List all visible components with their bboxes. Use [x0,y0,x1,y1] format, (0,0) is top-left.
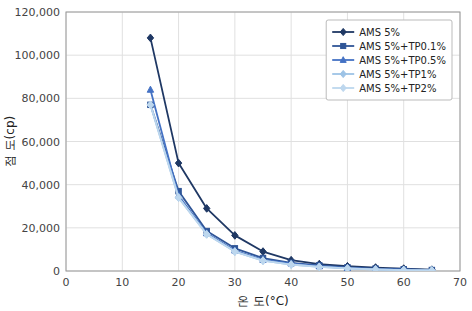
data-point [344,265,350,271]
y-tick-label: 20,000 [22,222,61,235]
data-point [147,86,153,92]
data-point [175,159,181,167]
series-line [150,105,431,271]
data-point [204,230,210,238]
series [147,86,435,271]
legend-swatch-marker [340,28,346,35]
x-tick-label: 40 [284,276,298,289]
data-point [316,263,322,271]
y-axis-label: 점 도(cp) [3,116,17,167]
data-point [344,265,350,271]
plot-frame [66,12,460,271]
data-point [401,266,407,271]
grid [66,12,460,271]
legend-label: AMS 5%+TP1% [359,69,436,80]
data-point [288,261,294,269]
data-point [147,101,153,109]
data-point [260,257,266,265]
x-grid-line [178,12,179,271]
data-point [429,267,435,271]
x-tick-label: 20 [172,276,186,289]
legend-item: AMS 5%+TP0.5% [332,55,446,66]
x-tick-label: 70 [453,276,467,289]
data-point [232,232,238,240]
legend-item: AMS 5%+TP1% [332,69,436,80]
legend-swatch-marker [341,43,346,48]
series-line [150,105,431,270]
x-grid-line [122,12,123,271]
legend-swatch-marker [340,57,346,63]
data-point [175,194,181,202]
y-tick-label: 0 [53,265,60,278]
data-point [204,205,210,213]
y-grid-line [66,227,460,228]
legend-label: AMS 5%+TP0.5% [359,55,446,66]
y-grid-line [66,141,460,142]
data-point [260,248,266,256]
series [147,101,435,271]
x-grid-line [291,12,292,271]
series [148,102,435,271]
legend-item: AMS 5%+TP2% [332,83,436,94]
legend-box [326,20,452,100]
x-tick-label: 30 [228,276,242,289]
data-point [232,248,238,256]
data-point [372,266,378,271]
data-point [147,101,153,109]
legend-label: AMS 5% [359,27,400,38]
x-axis-label: 온 도(°C) [237,294,289,308]
series-line [150,90,431,271]
legend-label: AMS 5%+TP2% [359,83,436,94]
y-tick-label: 60,000 [22,136,61,149]
data-point [372,266,378,271]
data-point [401,266,407,271]
y-tick-label: 80,000 [22,92,61,105]
chart-container: 0 20,000 40,000 60,000 80,000 100,000 120,000 0… [0,0,472,311]
data-point [429,266,435,271]
x-tick-label: 10 [115,276,129,289]
background [0,0,472,311]
data-point [288,261,294,269]
y-tick-label: 120,000 [15,6,61,19]
y-tick-label: 40,000 [22,179,61,192]
legend: AMS 5% AMS 5%+TP0.1% AMS 5%+TP0.5% AMS 5%+T… [326,20,452,100]
data-point [316,263,322,271]
x-tick-label: 50 [340,276,354,289]
legend-label: AMS 5%+TP0.1% [359,41,446,52]
y-tick-label: 100,000 [15,49,61,62]
data-point [429,267,435,271]
x-tick-label: 0 [63,276,70,289]
x-tick-label: 60 [397,276,411,289]
series [147,101,435,271]
legend-swatch-marker [340,84,346,91]
y-grid-line [66,184,460,185]
data-point [147,34,153,42]
chart-svg: 0 20,000 40,000 60,000 80,000 100,000 120,000 0… [0,0,472,311]
series-line [150,105,431,271]
data-point [260,257,266,265]
legend-item: AMS 5%+TP0.1% [332,41,446,52]
legend-item: AMS 5% [332,27,400,38]
legend-swatch-marker [340,70,346,77]
data-point [232,248,238,256]
axes: 0 20,000 40,000 60,000 80,000 100,000 120,000 0… [15,6,468,289]
